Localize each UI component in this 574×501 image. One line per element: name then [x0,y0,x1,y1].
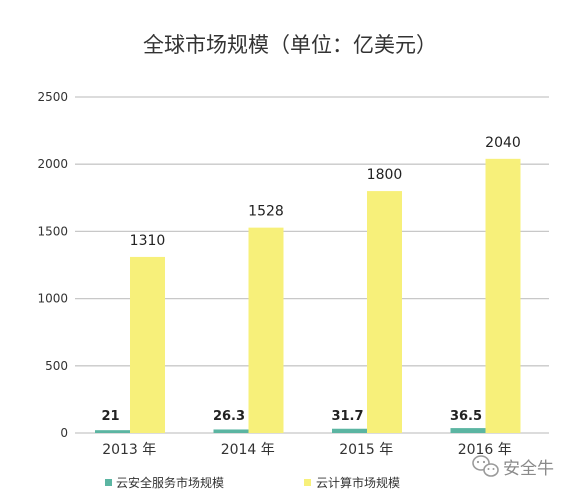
data-labels: 21 1310 26.3 1528 31.7 1800 36.5 2040 [101,135,520,424]
y-tick-label: 1500 [37,224,68,238]
data-label: 21 [101,409,119,424]
bar-series1 [332,428,367,433]
y-tick-label: 0 [60,426,68,440]
chart-title: 全球市场规模（单位：亿美元） [143,33,437,57]
y-tick-label: 1000 [37,292,68,306]
bar-series1 [450,428,486,433]
data-label: 2040 [485,135,521,151]
y-tick-label: 2000 [37,157,68,171]
x-axis-ticks: 2013 年 2014 年 2015 年 2016 年 [102,442,512,458]
wechat-icon [472,455,499,477]
y-axis-ticks: 0 500 1000 1500 2000 2500 [37,90,68,440]
data-label: 36.5 [450,409,482,424]
bar-series2 [248,227,284,433]
bars [95,158,521,433]
x-tick-label: 2014 年 [221,442,275,458]
bar-series1 [95,430,130,433]
y-tick-label: 500 [45,359,68,373]
x-tick-label: 2015 年 [339,442,393,458]
data-label: 1310 [130,233,166,249]
bar-series2 [367,191,402,433]
data-label: 1528 [248,204,284,220]
watermark: 安全牛 [472,455,554,479]
legend-swatch [304,479,311,486]
data-label: 1800 [367,167,403,183]
bar-series2 [130,256,165,433]
bar-series2 [485,158,521,433]
legend: 云安全服务市场规模 云计算市场规模 [105,475,400,490]
legend-label: 云计算市场规模 [316,475,400,490]
watermark-text: 安全牛 [503,459,554,479]
legend-swatch [105,479,112,486]
x-tick-label: 2013 年 [102,442,156,458]
x-tick-label: 2016 年 [458,442,512,458]
bar-series1 [213,429,249,433]
data-label: 31.7 [331,409,363,424]
y-tick-label: 2500 [37,90,68,104]
legend-label: 云安全服务市场规模 [116,475,224,490]
data-label: 26.3 [213,409,245,424]
